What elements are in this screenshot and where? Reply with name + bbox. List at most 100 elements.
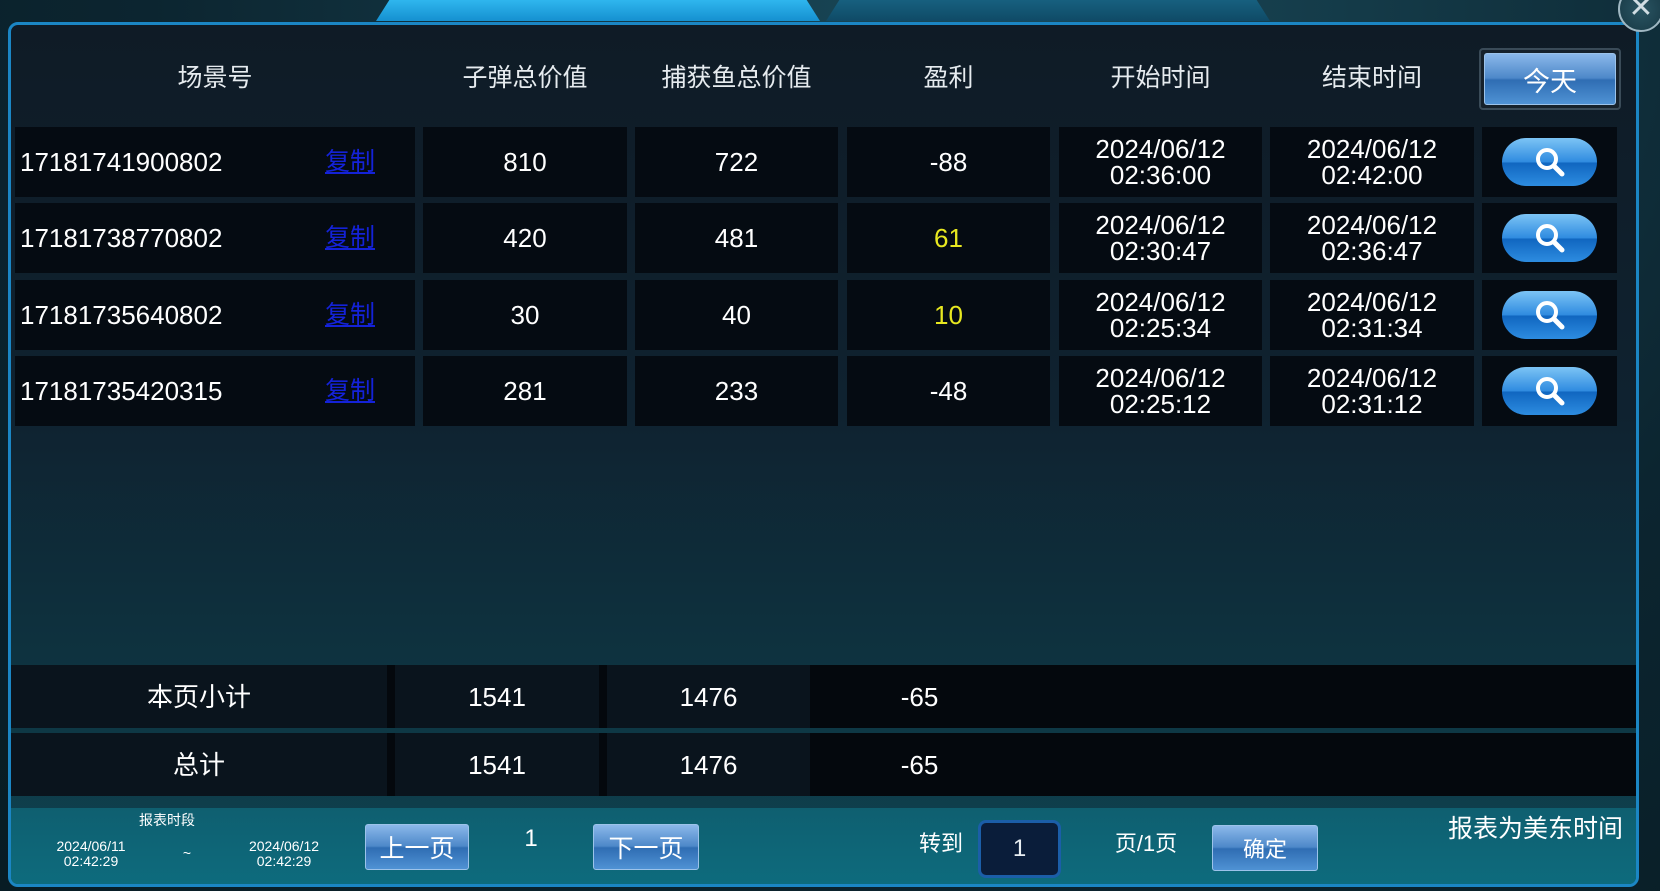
bullet-cell: 420 [423,203,627,273]
search-button[interactable] [1502,291,1597,339]
timezone-note: 报表为美东时间 [1447,815,1623,843]
start-cell: 2024/06/12 02:25:34 [1059,280,1262,350]
to-time: 02:42:29 [256,853,312,869]
catch-value: 722 [714,147,759,177]
catch-value: 40 [722,300,751,330]
goto-page-input[interactable]: 1 [978,820,1061,878]
next-page-button[interactable]: 下一页 [593,824,699,870]
end-date: 2024/06/12 [1306,210,1438,240]
start-cell: 2024/06/12 02:25:12 [1059,356,1262,426]
catch-cell: 233 [635,356,838,426]
profit-cell: -88 [847,127,1050,197]
col-header-start: 开始时间 [1110,64,1211,92]
end-date: 2024/06/12 [1306,134,1438,164]
copy-link[interactable]: 复制 [325,148,376,176]
scene-id: 17181741900802 [20,147,223,177]
profit-cell: 10 [847,280,1050,350]
bullet-cell: 281 [423,356,627,426]
page-total: 页/1页 [1114,831,1178,856]
search-button[interactable] [1502,214,1597,262]
period-label: 报表时段 [139,812,195,828]
start-time: 02:36:00 [1109,160,1212,190]
prev-page-button[interactable]: 上一页 [365,824,469,870]
start-date: 2024/06/12 [1095,134,1226,164]
summary-bullet: 1541 [395,733,599,796]
action-cell [1482,356,1617,426]
tab-inactive[interactable] [826,0,1270,21]
end-cell: 2024/06/12 02:42:00 [1270,127,1474,197]
search-button[interactable] [1502,367,1597,415]
action-cell [1482,203,1617,273]
start-time: 02:25:12 [1109,389,1212,419]
summary-profit: -65 [900,681,939,712]
period-separator: ~ [182,845,192,861]
from-time: 02:42:29 [63,853,119,869]
summary-bullet: 1541 [395,665,599,728]
catch-cell: 481 [635,203,838,273]
catch-cell: 722 [635,127,838,197]
col-header-end: 结束时间 [1321,64,1422,92]
start-date: 2024/06/12 [1095,363,1226,393]
summary-catch: 1476 [607,665,810,728]
summary-profit: -65 [900,749,939,780]
action-cell [1482,127,1617,197]
current-page: 1 [524,825,538,852]
search-button[interactable] [1502,138,1597,186]
profit-value: -88 [929,147,968,177]
end-cell: 2024/06/12 02:36:47 [1270,203,1474,273]
start-cell: 2024/06/12 02:30:47 [1059,203,1262,273]
end-cell: 2024/06/12 02:31:12 [1270,356,1474,426]
from-date: 2024/06/11 [56,838,126,854]
end-time: 02:36:47 [1321,236,1423,266]
col-header-scene: 场景号 [177,64,253,92]
bullet-value: 281 [503,376,547,406]
action-cell [1482,280,1617,350]
report-panel: 场景号 子弹总价值 捕获鱼总价值 盈利 开始时间 结束时间 今天 1718174… [8,22,1639,887]
bullet-value: 420 [503,223,547,253]
start-date: 2024/06/12 [1095,210,1226,240]
scene-id: 17181735420315 [20,376,223,406]
end-date: 2024/06/12 [1306,287,1438,317]
today-button[interactable]: 今天 [1484,53,1616,105]
col-header-profit: 盈利 [923,64,974,92]
summary-catch: 1476 [607,733,810,796]
end-time: 02:31:34 [1321,313,1423,343]
copy-link[interactable]: 复制 [325,301,376,329]
bullet-value: 810 [503,147,547,177]
scene-cell: 17181741900802 复制 [15,127,415,197]
summary-label: 总计 [11,733,387,796]
magnifier-icon [1535,301,1564,330]
copy-link[interactable]: 复制 [325,224,376,252]
catch-value: 233 [714,376,759,406]
end-date: 2024/06/12 [1306,363,1438,393]
start-date: 2024/06/12 [1095,287,1226,317]
magnifier-icon [1535,224,1564,253]
end-cell: 2024/06/12 02:31:34 [1270,280,1474,350]
profit-value: -48 [929,376,968,406]
end-time: 02:42:00 [1321,160,1423,190]
to-date: 2024/06/12 [248,838,320,854]
bullet-cell: 810 [423,127,627,197]
period-to[interactable]: 2024/06/12 02:42:29 [244,839,324,869]
profit-cell: -48 [847,356,1050,426]
start-cell: 2024/06/12 02:36:00 [1059,127,1262,197]
summary-label: 本页小计 [11,665,387,728]
tab-active[interactable] [376,0,820,21]
scene-id: 17181738770802 [20,223,223,253]
profit-cell: 61 [847,203,1050,273]
scene-id: 17181735640802 [20,300,223,330]
col-header-bullet: 子弹总价值 [462,64,588,92]
footer-bar: 报表时段 2024/06/11 02:42:29 ~ 2024/06/12 02:4… [11,808,1636,884]
start-time: 02:30:47 [1109,236,1212,266]
scene-cell: 17181735420315 复制 [15,356,415,426]
scene-cell: 17181738770802 复制 [15,203,415,273]
magnifier-icon [1535,377,1564,406]
period-from[interactable]: 2024/06/11 02:42:29 [51,839,131,869]
profit-value: 10 [934,300,963,330]
scene-cell: 17181735640802 复制 [15,280,415,350]
copy-link[interactable]: 复制 [325,377,376,405]
col-header-catch: 捕获鱼总价值 [661,64,812,92]
bullet-value: 30 [510,300,540,330]
x-icon: ✕ [1628,0,1654,24]
confirm-button[interactable]: 确定 [1212,825,1318,871]
